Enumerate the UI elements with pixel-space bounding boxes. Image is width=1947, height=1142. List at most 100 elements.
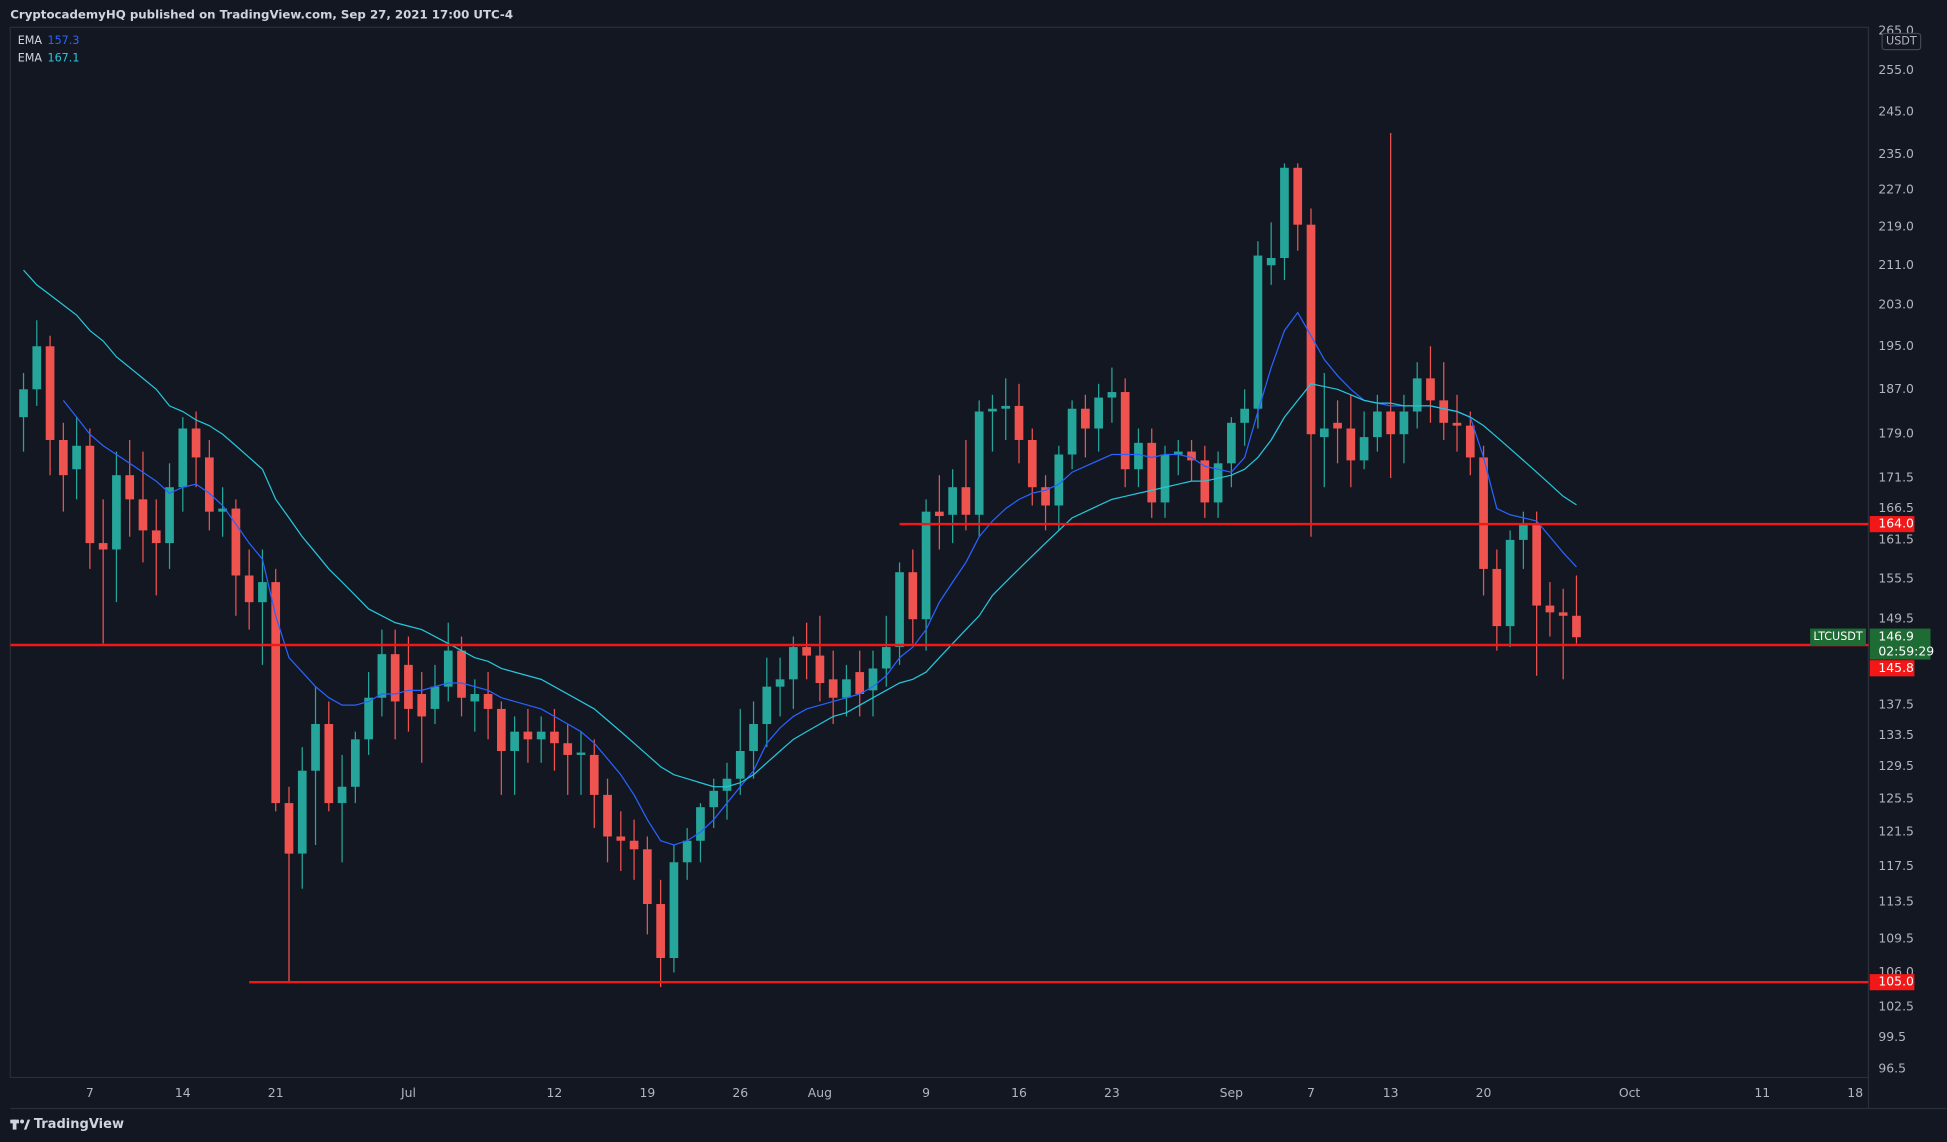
candle-body: [1266, 257, 1276, 266]
x-tick-label: Sep: [1220, 1085, 1244, 1100]
candle-body: [1253, 255, 1263, 409]
x-tick-label: 20: [1476, 1085, 1492, 1100]
candle-body: [1465, 425, 1475, 458]
candle-body: [271, 582, 281, 804]
candle-body: [1532, 524, 1541, 606]
y-tick-label: 121.5: [1878, 824, 1914, 839]
candle-body: [470, 694, 480, 702]
current-price: 146.9: [1878, 629, 1914, 644]
legend-name: EMA: [18, 51, 43, 64]
x-tick-label: 26: [732, 1085, 748, 1100]
y-tick-label: 99.5: [1878, 1029, 1906, 1044]
candle-body: [669, 862, 679, 959]
y-tick-label: 137.5: [1878, 697, 1914, 712]
candle-body: [390, 654, 400, 702]
y-tick-label: 179.0: [1878, 426, 1914, 441]
y-tick-label: 149.5: [1878, 611, 1914, 626]
candle-body: [1014, 405, 1024, 440]
candle-body: [722, 778, 732, 791]
candle-body: [231, 508, 241, 576]
legend-value: 167.1: [47, 51, 79, 64]
candle-body: [881, 647, 891, 669]
y-tick-label: 255.0: [1878, 62, 1914, 77]
candle-body: [1107, 392, 1117, 398]
candle-body: [244, 575, 254, 603]
candle-body: [1160, 454, 1170, 503]
level-label-bg: [1869, 974, 1915, 991]
candle-body: [1479, 457, 1488, 569]
candle-body: [1134, 442, 1143, 470]
candle-body: [1213, 463, 1223, 503]
candle-body: [1187, 451, 1196, 461]
ema-line: [23, 269, 1577, 788]
candle-body: [1001, 405, 1011, 409]
candle-body: [961, 487, 971, 515]
candle-body: [297, 770, 307, 854]
candle-body: [1505, 539, 1515, 627]
x-tick-label: 11: [1754, 1085, 1770, 1100]
y-tick-label: 109.5: [1878, 931, 1914, 946]
candle-body: [1399, 411, 1409, 435]
x-tick-label: 16: [1011, 1085, 1027, 1100]
candle-body: [1293, 167, 1303, 225]
candle-body: [417, 694, 427, 717]
candle-body: [1319, 428, 1329, 438]
y-tick-label: 166.5: [1878, 500, 1914, 515]
candle-body: [682, 840, 692, 863]
level-label-bg: [1869, 516, 1915, 533]
x-tick-label: Oct: [1619, 1085, 1641, 1100]
level-label: 145.8: [1878, 660, 1914, 675]
candle-body: [789, 647, 798, 680]
candle-body: [616, 836, 626, 841]
y-tick-label: 161.5: [1878, 531, 1914, 546]
candle-body: [629, 840, 639, 850]
candle-body: [1280, 167, 1289, 258]
candle-body: [364, 697, 373, 740]
candle-body: [895, 572, 904, 648]
candle-body: [868, 668, 878, 691]
y-tick-label: 155.5: [1878, 570, 1914, 585]
candle-body: [85, 445, 95, 544]
symbol-tag: LTCUSDT: [1813, 630, 1862, 643]
x-tick-label: 21: [268, 1085, 284, 1100]
candle-body: [1081, 408, 1090, 429]
candle-body: [1067, 408, 1077, 455]
candle-body: [1426, 378, 1435, 401]
candle-body: [1373, 411, 1382, 438]
y-tick-label: 227.0: [1878, 182, 1914, 197]
candle-body: [643, 849, 652, 905]
level-label: 164.0: [1878, 516, 1914, 531]
candle-body: [112, 475, 121, 550]
candle-body: [1412, 378, 1422, 412]
candle-body: [204, 457, 214, 512]
candle-body: [510, 731, 519, 752]
candle-body: [589, 754, 599, 795]
candle-body: [775, 679, 785, 687]
candle-body: [709, 790, 719, 808]
candle-body: [1492, 568, 1502, 627]
candle-body: [404, 664, 413, 709]
y-tick-label: 235.0: [1878, 146, 1914, 161]
y-tick-label: 117.5: [1878, 858, 1914, 873]
candle-body: [855, 672, 865, 695]
candle-body: [19, 389, 28, 418]
candle-body: [178, 428, 188, 488]
candle-body: [72, 445, 81, 470]
y-tick-label: 195.0: [1878, 338, 1914, 353]
candle-body: [98, 543, 108, 550]
x-tick-label: 12: [547, 1085, 563, 1100]
candle-body: [1572, 615, 1581, 638]
y-tick-label: 113.5: [1878, 894, 1914, 909]
y-tick-label: 203.0: [1878, 296, 1914, 311]
candle-body: [988, 408, 997, 412]
candle-body: [563, 743, 573, 755]
candle-body: [974, 411, 984, 515]
candle-body: [1333, 422, 1342, 429]
candle-body: [948, 487, 957, 515]
candle-body: [1027, 439, 1037, 488]
candle-body: [1173, 451, 1183, 455]
y-tick-label: 245.0: [1878, 103, 1914, 118]
candle-body: [1227, 422, 1236, 464]
candle-body: [284, 803, 294, 854]
